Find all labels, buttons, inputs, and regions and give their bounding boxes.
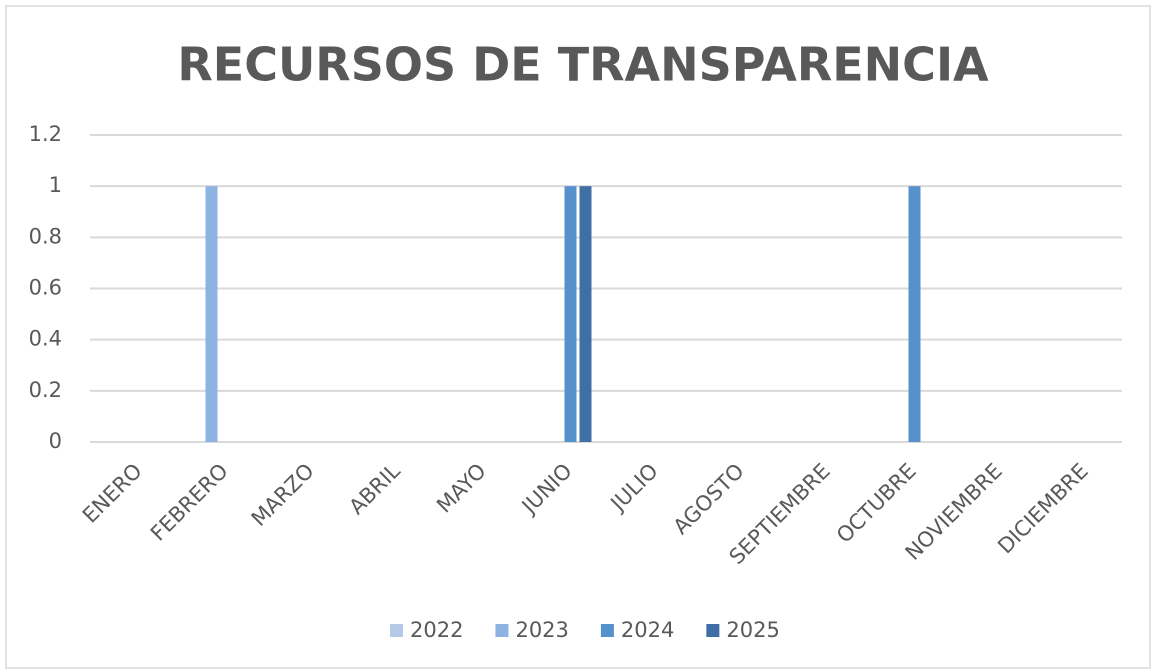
bar — [205, 186, 218, 442]
legend-label: 2022 — [410, 618, 463, 642]
chart-title: RECURSOS DE TRANSPARENCIA — [177, 38, 989, 92]
legend-swatch — [600, 624, 614, 637]
legend-label: 2025 — [726, 618, 779, 642]
legend-swatch — [495, 624, 509, 637]
y-tick-label: 0.6 — [29, 276, 62, 300]
bar — [579, 186, 592, 442]
legend-label: 2023 — [515, 618, 568, 642]
legend-swatch — [390, 624, 403, 637]
y-tick-label: 0.4 — [29, 327, 62, 351]
legend-swatch — [706, 624, 720, 637]
chart-frame — [5, 5, 1151, 669]
bar — [908, 186, 921, 442]
y-tick-label: 0.2 — [29, 378, 62, 402]
legend-label: 2024 — [621, 618, 674, 642]
y-tick-label: 1.2 — [29, 122, 62, 146]
bar — [564, 186, 577, 442]
y-tick-label: 1 — [49, 173, 62, 197]
y-tick-label: 0.8 — [29, 224, 62, 248]
y-tick-label: 0 — [49, 429, 62, 453]
